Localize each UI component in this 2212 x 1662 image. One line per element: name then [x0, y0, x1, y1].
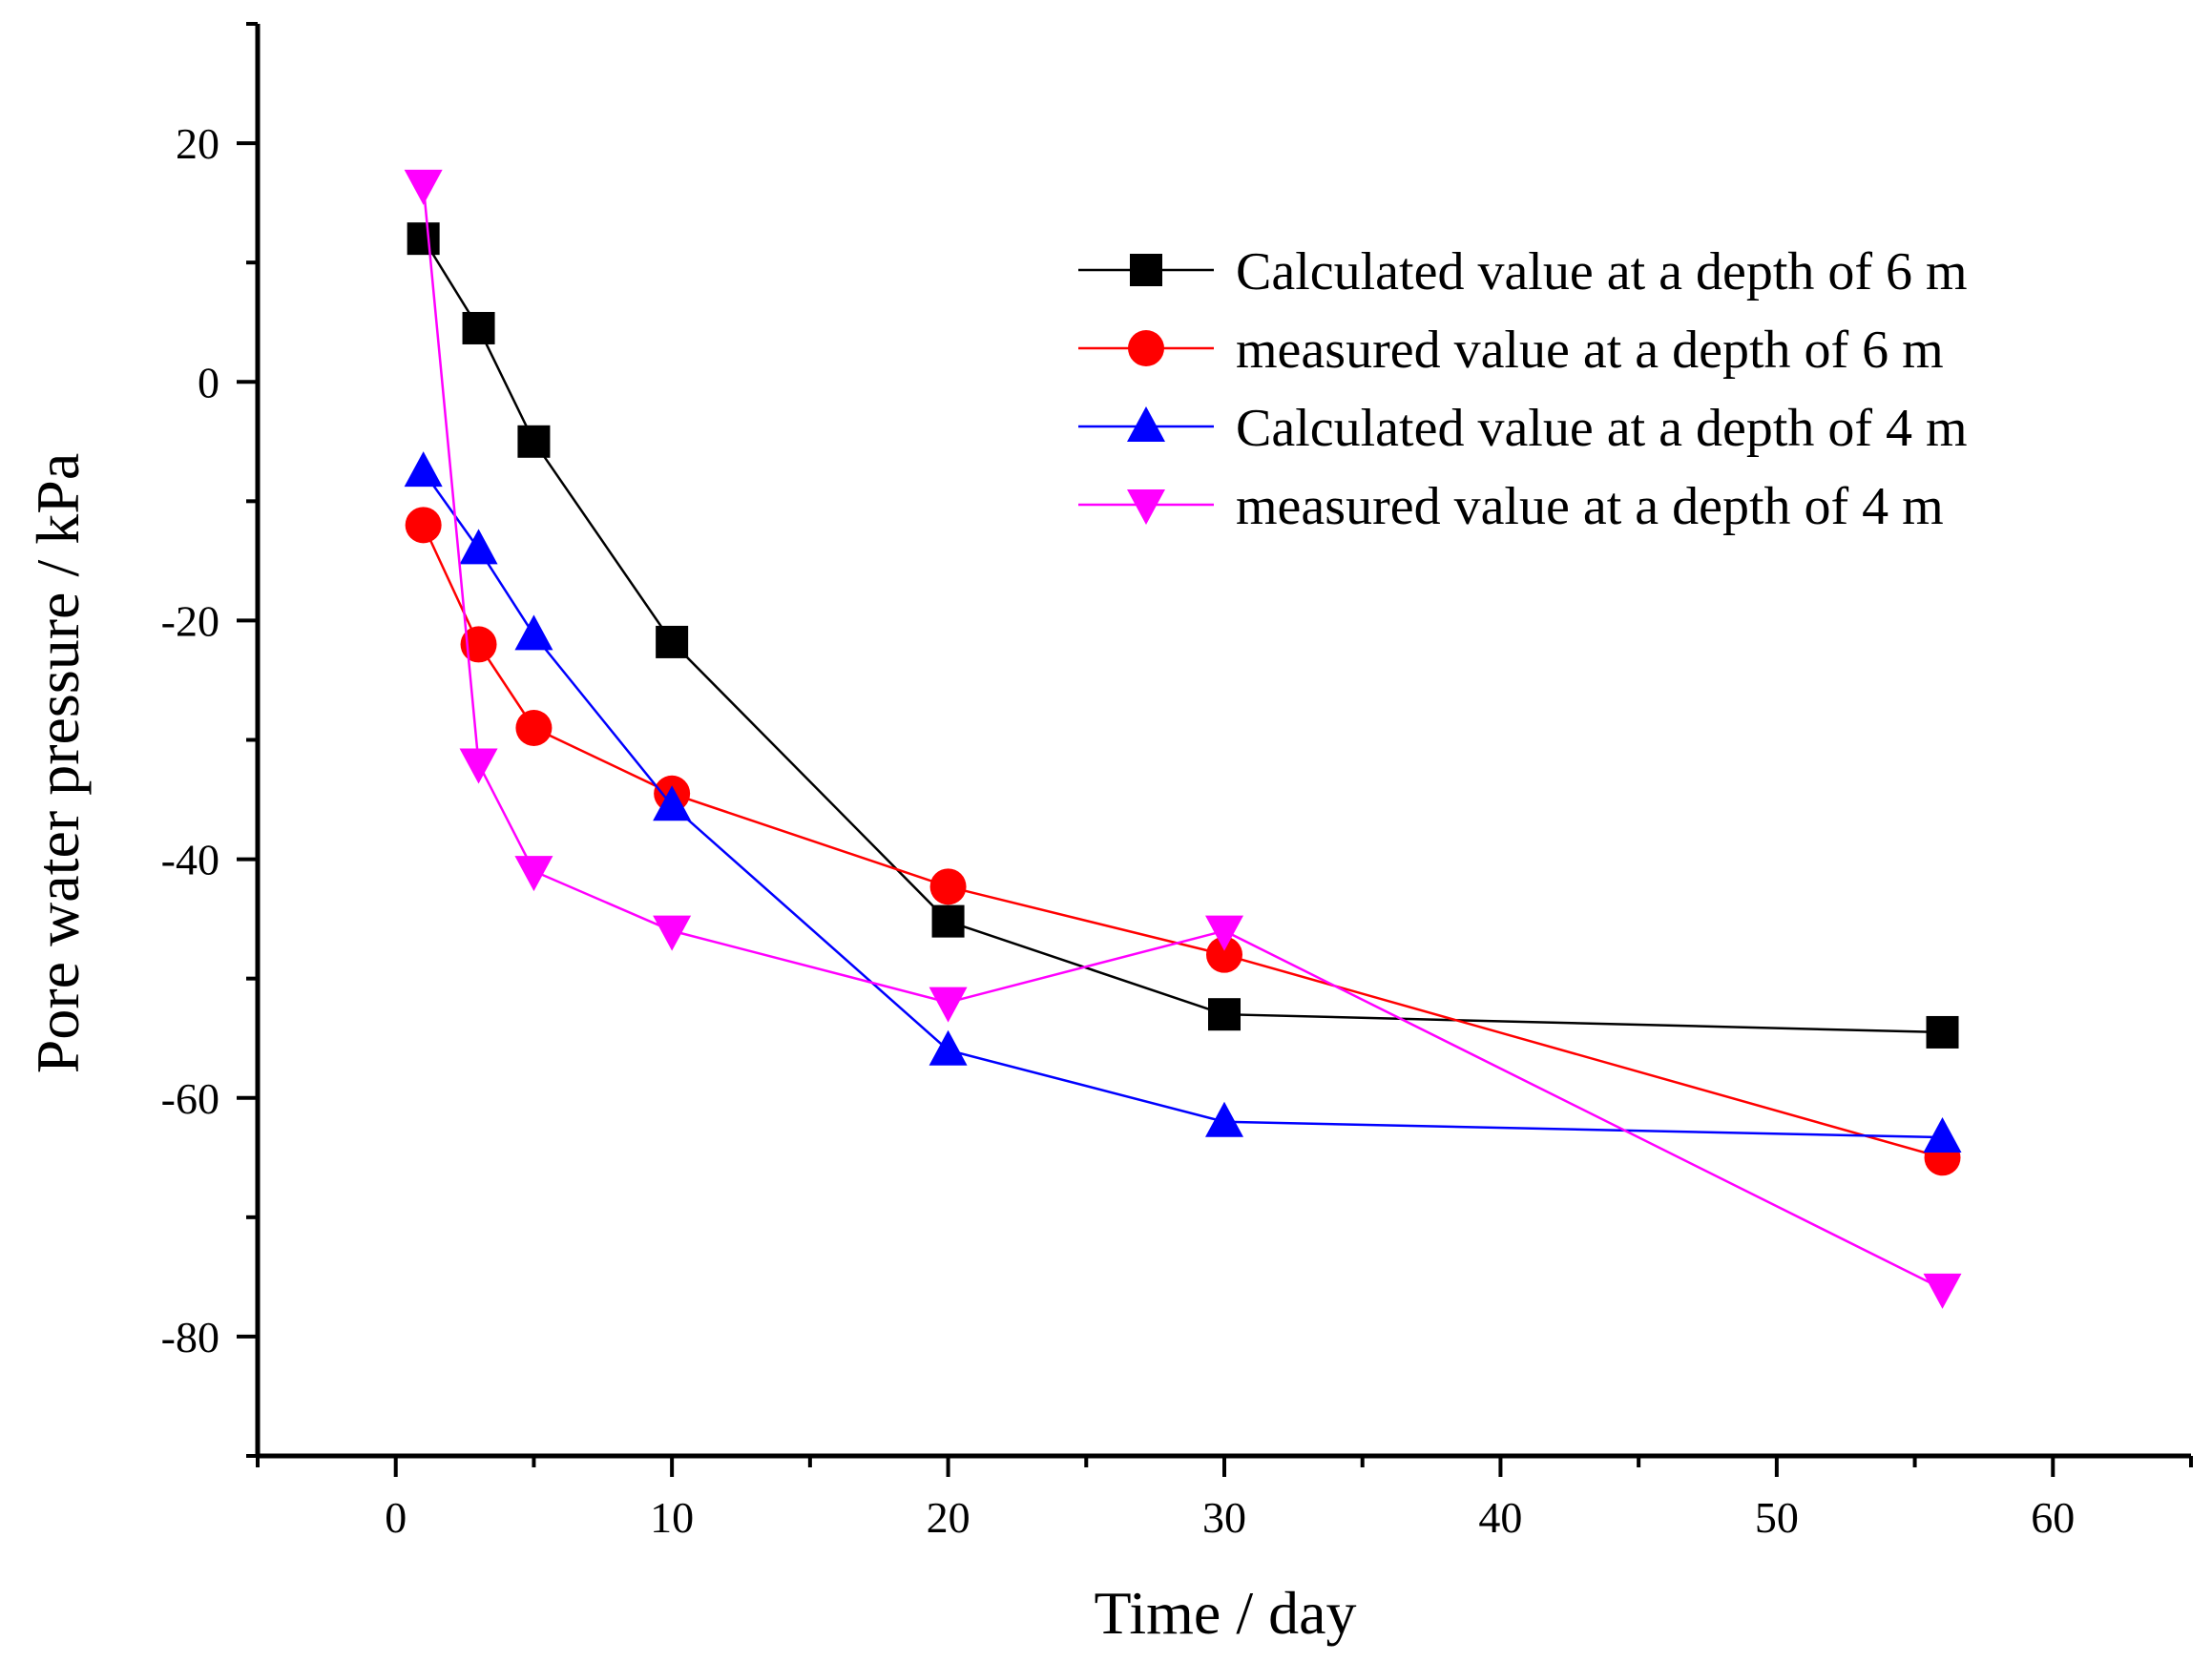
x-tick-label: 10	[650, 1493, 694, 1542]
legend-item-3: Calculated value at a depth of 4 m	[1078, 399, 1968, 458]
legend-label: Calculated value at a depth of 6 m	[1236, 242, 1968, 301]
y-tick-label: -60	[161, 1074, 219, 1123]
data-point	[460, 626, 497, 663]
x-tick-label: 30	[1202, 1493, 1246, 1542]
legend-item-2: measured value at a depth of 6 m	[1078, 321, 1944, 380]
data-point	[459, 529, 498, 565]
data-point	[1208, 998, 1241, 1031]
legend-marker	[1130, 254, 1162, 286]
data-point	[517, 425, 551, 458]
legend-marker	[1127, 489, 1165, 525]
data-point	[653, 915, 692, 951]
data-point	[929, 987, 968, 1023]
data-point	[459, 748, 498, 784]
data-point	[1923, 1117, 1962, 1153]
x-tick-label: 20	[927, 1493, 970, 1542]
data-point	[1206, 936, 1242, 973]
data-point	[1923, 1273, 1962, 1309]
y-tick-label: -80	[161, 1313, 219, 1361]
data-point	[929, 868, 967, 905]
y-tick-label: 0	[198, 358, 219, 406]
data-point	[514, 614, 553, 651]
data-point	[462, 311, 495, 344]
data-point	[1205, 1101, 1243, 1137]
series-layer	[404, 169, 1962, 1309]
series-1	[407, 222, 1959, 1049]
data-point	[405, 507, 442, 544]
legend-label: measured value at a depth of 4 m	[1236, 477, 1944, 536]
legend-item-4: measured value at a depth of 4 m	[1078, 477, 1944, 536]
data-point	[929, 1029, 968, 1066]
data-point	[931, 904, 965, 938]
data-point	[1926, 1015, 1959, 1049]
data-point	[1205, 915, 1243, 951]
data-point	[514, 856, 553, 892]
legend-label: Calculated value at a depth of 4 m	[1236, 399, 1968, 458]
x-tick-label: 0	[385, 1493, 407, 1542]
y-tick-label: -20	[161, 596, 219, 645]
series-line	[422, 524, 1943, 1159]
x-tick-label: 50	[1755, 1493, 1799, 1542]
series-2	[405, 507, 1961, 1176]
legend-marker	[1127, 406, 1165, 442]
legend-label: measured value at a depth of 6 m	[1236, 321, 1944, 380]
series-line	[422, 470, 1943, 1139]
y-tick-label: 20	[176, 119, 219, 168]
legend-marker	[1128, 330, 1164, 366]
series-4	[404, 169, 1962, 1309]
x-axis-title: Time / day	[1095, 1579, 1357, 1647]
data-point	[404, 451, 443, 488]
data-point	[407, 222, 440, 256]
data-point	[656, 625, 689, 658]
x-tick-label: 60	[2031, 1493, 2075, 1542]
data-point	[653, 785, 692, 821]
series-3	[404, 451, 1962, 1153]
legend-item-1: Calculated value at a depth of 6 m	[1078, 242, 1968, 301]
data-point	[404, 169, 443, 205]
data-point	[515, 709, 553, 746]
x-tick-label: 40	[1478, 1493, 1522, 1542]
legend: Calculated value at a depth of 6 m measur…	[1078, 242, 1968, 536]
axes: 0 10 20 30 40 50 60 -80 -60 -40 -20 0 20	[161, 22, 2193, 1542]
y-tick-label: -40	[161, 836, 219, 884]
y-axis-title: Pore water pressure / kPa	[24, 453, 92, 1073]
